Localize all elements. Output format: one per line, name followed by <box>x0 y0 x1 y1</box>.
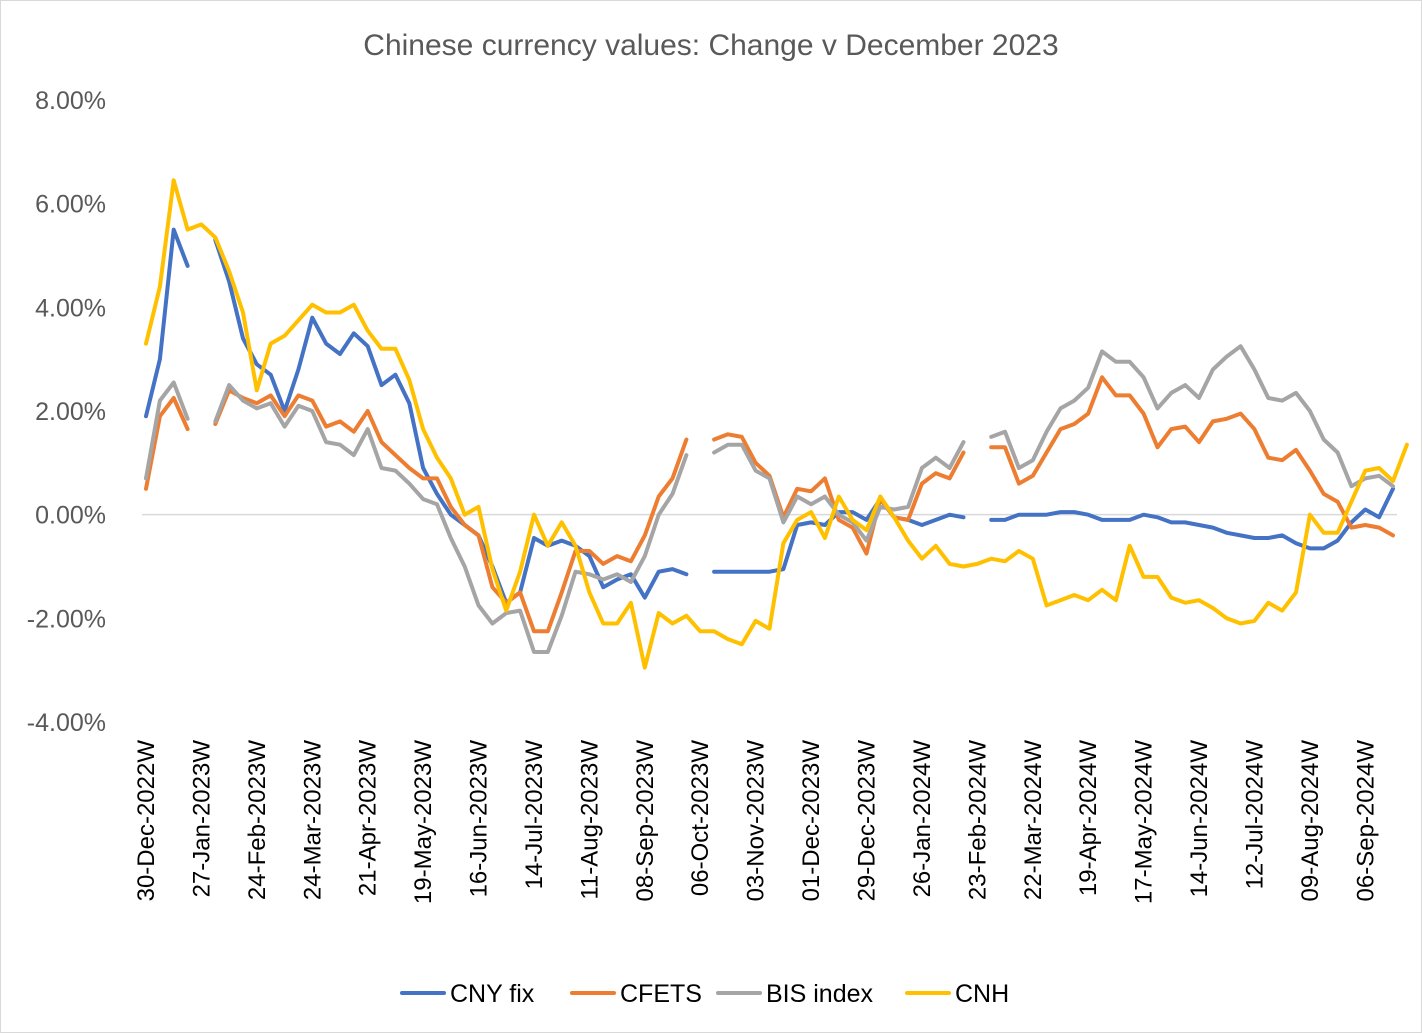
x-tick-label: 08-Sep-2023W <box>632 740 659 902</box>
x-tick-label: 23-Feb-2024W <box>964 740 991 900</box>
x-tick-label: 03-Nov-2023W <box>743 740 770 902</box>
x-tick-label: 21-Apr-2023W <box>355 740 382 896</box>
legend: CNY fix CFETS BIS index CNH <box>400 980 1009 1008</box>
x-tick-label: 01-Dec-2023W <box>798 740 825 902</box>
x-tick-label: 24-Feb-2023W <box>244 740 271 900</box>
x-tick-label: 19-Apr-2024W <box>1075 740 1102 896</box>
legend-label: CNH <box>955 980 1009 1008</box>
x-tick-label: 06-Oct-2023W <box>687 740 714 896</box>
series-line-cfets <box>144 375 1395 634</box>
x-tick-label: 22-Mar-2024W <box>1020 740 1047 900</box>
x-tick-label: 09-Aug-2024W <box>1297 740 1324 902</box>
x-tick-label: 17-May-2024W <box>1131 740 1158 904</box>
x-tick-label: 29-Dec-2023W <box>853 740 880 902</box>
x-tick-label: 12-Jul-2024W <box>1241 740 1268 890</box>
series-line-cnh <box>144 178 1409 670</box>
x-tick-label: 19-May-2023W <box>410 740 437 904</box>
x-tick-label: 27-Jan-2023W <box>188 740 215 898</box>
y-axis: 8.00% 6.00% 4.00% 2.00% 0.00% -2.00% -4.00% <box>27 87 106 737</box>
x-tick-label: 11-Aug-2023W <box>576 740 603 900</box>
y-tick-label: 2.00% <box>35 398 106 426</box>
chart-title: Chinese currency values: Change v Decemb… <box>363 29 1058 62</box>
legend-label: CFETS <box>620 980 702 1008</box>
legend-label: CNY fix <box>450 980 535 1008</box>
series-line-cny-fix <box>144 227 1395 605</box>
y-tick-label: -4.00% <box>27 709 106 737</box>
y-tick-label: 6.00% <box>35 191 106 219</box>
y-tick-label: 8.00% <box>35 87 106 115</box>
x-tick-label: 26-Jan-2024W <box>909 740 936 898</box>
series-lines <box>144 178 1409 670</box>
y-tick-label: -2.00% <box>27 605 106 633</box>
x-tick-label: 30-Dec-2022W <box>133 740 160 902</box>
x-axis: 30-Dec-2022W 27-Jan-2023W 24-Feb-2023W 24-M… <box>133 740 1379 904</box>
x-tick-label: 16-Jun-2023W <box>466 740 493 898</box>
x-tick-label: 06-Sep-2024W <box>1352 740 1379 902</box>
x-tick-label: 14-Jun-2024W <box>1186 740 1213 898</box>
series-line-bis-index <box>144 344 1395 654</box>
x-tick-label: 14-Jul-2023W <box>521 740 548 890</box>
y-tick-label: 0.00% <box>35 502 106 530</box>
y-tick-label: 4.00% <box>35 294 106 322</box>
legend-label: BIS index <box>766 980 874 1008</box>
x-tick-label: 24-Mar-2023W <box>299 740 326 900</box>
